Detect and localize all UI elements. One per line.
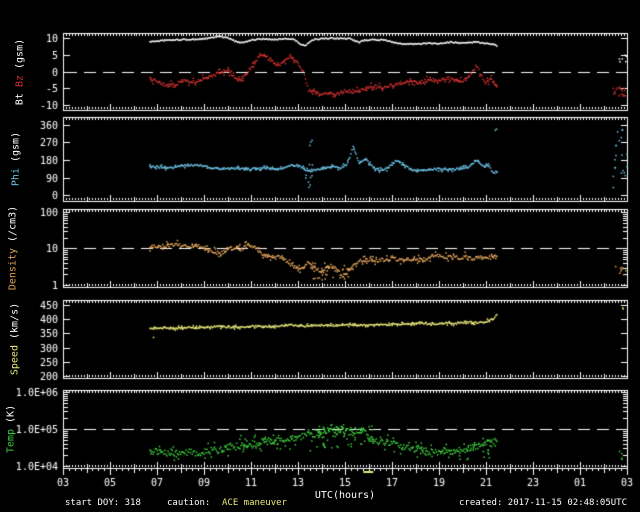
- ylabel-part: Bz: [14, 68, 26, 88]
- caution-label: caution:: [167, 498, 211, 508]
- ylabel-part: (/cm3): [7, 205, 19, 242]
- ylabel-part: (gsm): [14, 38, 26, 69]
- panel-speed-ylabel: Speed (km/s): [10, 303, 21, 375]
- panel-bt-bz-ylabel: Bt Bz (gsm): [15, 39, 26, 105]
- panel-phi-ylabel: Phi (gsm): [11, 132, 22, 186]
- ylabel-part: (K): [5, 404, 17, 423]
- panel-temp-ylabel: Temp (K): [6, 405, 17, 453]
- ylabel-part: Temp: [5, 422, 17, 454]
- start-doy-label: start DOY: 318: [65, 498, 141, 508]
- caution-value: ACE maneuver: [222, 498, 288, 508]
- ylabel-part: Bt: [14, 87, 26, 106]
- created-timestamp: created: 2017-11-15 02:48:05UTC: [459, 498, 627, 508]
- ylabel-part: Phi: [10, 162, 22, 187]
- ylabel-part: Density: [7, 241, 19, 291]
- panel-density-ylabel: Density (/cm3): [8, 206, 19, 290]
- ylabel-part: (gsm): [10, 131, 22, 163]
- ylabel-part: (km/s): [9, 302, 21, 339]
- ylabel-part: Speed: [9, 339, 21, 376]
- x-axis-title: UTC(hours): [314, 490, 376, 501]
